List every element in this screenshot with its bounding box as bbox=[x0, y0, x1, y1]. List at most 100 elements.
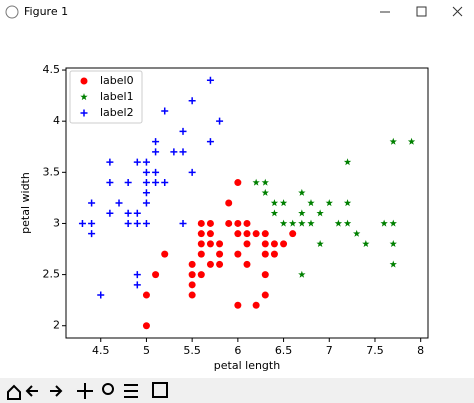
point bbox=[133, 209, 141, 217]
legend-marker bbox=[80, 77, 88, 85]
point bbox=[197, 219, 205, 227]
point bbox=[142, 189, 150, 197]
point bbox=[389, 137, 397, 145]
point bbox=[343, 219, 352, 227]
legend-marker bbox=[80, 93, 88, 101]
point bbox=[325, 199, 333, 207]
point bbox=[261, 178, 269, 186]
point bbox=[270, 199, 279, 207]
point bbox=[316, 240, 324, 248]
point bbox=[243, 240, 251, 248]
point bbox=[142, 168, 150, 176]
point bbox=[261, 291, 269, 299]
point bbox=[142, 199, 150, 207]
zoom-button[interactable] bbox=[102, 383, 114, 395]
point bbox=[206, 230, 214, 238]
point bbox=[289, 219, 297, 227]
point bbox=[252, 178, 260, 186]
point bbox=[298, 188, 306, 196]
point bbox=[353, 229, 361, 237]
point bbox=[362, 240, 370, 248]
point bbox=[380, 219, 388, 227]
point bbox=[133, 281, 141, 289]
point bbox=[234, 230, 242, 238]
point bbox=[142, 291, 150, 299]
point bbox=[133, 219, 141, 227]
point bbox=[243, 230, 251, 238]
y-tick-label: 2.5 bbox=[43, 268, 61, 281]
point bbox=[170, 148, 178, 156]
point bbox=[161, 250, 169, 258]
point bbox=[261, 271, 269, 279]
point bbox=[307, 199, 315, 207]
point bbox=[179, 127, 187, 135]
point bbox=[206, 138, 214, 146]
point bbox=[280, 240, 288, 248]
point bbox=[298, 209, 306, 217]
point bbox=[142, 179, 150, 187]
point bbox=[142, 322, 150, 330]
point bbox=[261, 230, 269, 238]
point bbox=[188, 271, 196, 279]
point bbox=[234, 250, 242, 258]
close-button[interactable] bbox=[452, 6, 463, 17]
point bbox=[307, 219, 315, 227]
point bbox=[152, 138, 160, 146]
point bbox=[188, 291, 196, 299]
point bbox=[252, 230, 260, 238]
y-tick-label: 3.5 bbox=[43, 165, 61, 178]
point bbox=[389, 240, 397, 248]
legend-box bbox=[69, 70, 143, 124]
point bbox=[225, 219, 233, 227]
point bbox=[389, 219, 397, 227]
y-tick-label: 4.5 bbox=[43, 63, 61, 76]
point bbox=[152, 271, 160, 279]
point bbox=[234, 179, 242, 187]
point bbox=[88, 199, 96, 207]
point bbox=[298, 270, 306, 278]
point bbox=[188, 281, 196, 289]
point bbox=[197, 230, 205, 238]
app-icon bbox=[5, 5, 19, 19]
forward-button[interactable] bbox=[50, 385, 63, 397]
point bbox=[106, 179, 114, 187]
point bbox=[197, 240, 205, 248]
point bbox=[270, 250, 278, 258]
point bbox=[334, 219, 343, 227]
point bbox=[179, 219, 187, 227]
point bbox=[188, 168, 196, 176]
point bbox=[197, 271, 205, 279]
point bbox=[343, 199, 352, 207]
point bbox=[161, 179, 169, 187]
back-button[interactable] bbox=[25, 385, 38, 397]
toolbar bbox=[0, 378, 474, 403]
window-title: Figure 1 bbox=[24, 5, 68, 18]
point bbox=[115, 199, 123, 207]
point bbox=[316, 209, 324, 217]
point bbox=[270, 209, 279, 217]
home-button[interactable] bbox=[7, 384, 21, 400]
point bbox=[142, 219, 150, 227]
pan-button[interactable] bbox=[77, 383, 93, 399]
point bbox=[270, 240, 278, 248]
point bbox=[152, 168, 160, 176]
point bbox=[78, 219, 86, 227]
maximize-button[interactable] bbox=[416, 6, 427, 17]
point bbox=[188, 260, 196, 268]
point bbox=[106, 158, 114, 166]
point bbox=[252, 301, 260, 309]
save-button[interactable] bbox=[152, 382, 168, 398]
legend-label: label2 bbox=[100, 106, 134, 119]
point bbox=[243, 260, 251, 268]
point bbox=[88, 219, 96, 227]
x-tick-label: 5.5 bbox=[183, 344, 201, 357]
y-tick-label: 3 bbox=[53, 216, 60, 229]
configure-button[interactable] bbox=[124, 384, 138, 398]
point bbox=[261, 240, 269, 248]
point bbox=[261, 250, 269, 258]
point bbox=[216, 260, 224, 268]
point bbox=[298, 219, 306, 227]
point bbox=[106, 209, 114, 217]
point bbox=[88, 230, 96, 238]
